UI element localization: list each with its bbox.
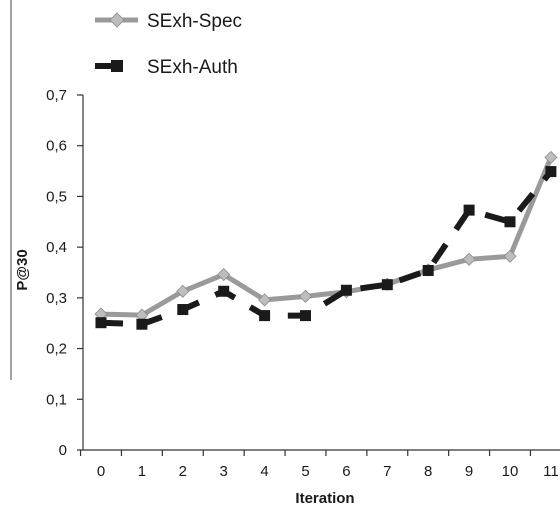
data-point	[422, 264, 434, 276]
data-point	[177, 304, 189, 316]
x-tick-label: 5	[301, 463, 309, 480]
data-point	[218, 285, 230, 297]
y-tick-label: 0,5	[46, 188, 67, 205]
series-line	[100, 169, 554, 328]
data-point	[259, 310, 271, 322]
y-tick-label: 0,2	[46, 341, 67, 358]
chart-axes	[10, 0, 560, 451]
data-point	[300, 310, 311, 322]
data-point	[340, 284, 352, 296]
y-tick-label: 0,3	[46, 290, 67, 307]
x-tick-label: 8	[424, 463, 432, 480]
data-point	[258, 293, 272, 307]
x-tick-label: 10	[502, 463, 519, 480]
x-tick-label: 9	[465, 463, 473, 480]
legend-label: SExh-Auth	[147, 57, 238, 78]
x-tick-label: 0	[97, 463, 105, 480]
data-point	[217, 267, 231, 282]
data-point	[462, 252, 476, 266]
data-point	[545, 166, 557, 178]
data-point	[381, 279, 393, 291]
data-point	[176, 284, 190, 298]
legend-swatch-marker	[109, 12, 125, 28]
y-tick-label: 0,4	[46, 239, 67, 256]
data-point	[298, 289, 313, 303]
x-tick-label: 3	[220, 463, 228, 480]
legend-swatch-marker	[111, 60, 123, 72]
data-point	[503, 249, 517, 263]
x-axis-ticks: 0 1 2 3 4 5 6 7 8 9 10 11	[79, 450, 559, 480]
x-tick-label: 2	[179, 463, 187, 480]
y-tick-label: 0	[59, 442, 67, 459]
y-tick-label: 0,6	[46, 138, 67, 155]
x-tick-label: 11	[543, 463, 559, 480]
x-axis-title: Iteration	[295, 490, 354, 507]
data-point	[136, 318, 148, 330]
series-sexh-auth	[95, 166, 557, 330]
data-point	[463, 204, 475, 216]
x-tick-label: 7	[383, 463, 391, 480]
legend: SExh-Spec SExh-Auth	[95, 11, 242, 78]
y-tick-label: 0,7	[46, 87, 67, 104]
x-tick-label: 1	[138, 463, 146, 480]
x-tick-label: 4	[260, 463, 268, 480]
data-point	[95, 317, 107, 329]
series-sexh-spec	[94, 150, 558, 322]
x-tick-label: 6	[342, 463, 350, 480]
y-axis-ticks: 0 0,1 0,2 0,3 0,4 0,5 0,6 0,7	[46, 87, 83, 459]
y-axis-title: P@30	[14, 249, 31, 290]
data-point	[544, 150, 558, 164]
series-line	[100, 156, 554, 318]
data-point	[504, 216, 516, 228]
y-tick-label: 0,1	[46, 391, 67, 408]
series-layer	[94, 150, 558, 330]
legend-label: SExh-Spec	[147, 11, 242, 32]
